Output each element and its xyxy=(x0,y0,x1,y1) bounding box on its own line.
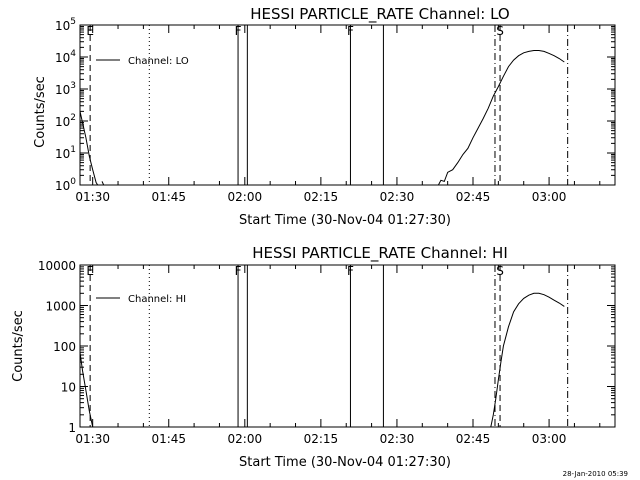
chart-hi-ytick-label: 100 xyxy=(53,340,76,354)
chart-hi-ytick-label: 10 xyxy=(61,381,76,395)
chart-hi-ylabel: Counts/sec xyxy=(11,310,26,382)
chart-lo-series-line xyxy=(101,181,105,185)
chart-lo-ylabel: Counts/sec xyxy=(33,76,48,148)
chart-lo-ytick-label: 105 xyxy=(55,17,76,33)
chart-hi-series-line xyxy=(80,352,94,427)
timestamp-footer: 28-Jan-2010 05:39 xyxy=(563,470,628,478)
chart-hi-marker-label: S xyxy=(496,264,504,278)
chart-hi-marker-label: F xyxy=(347,264,354,278)
chart-hi-xtick-label: 02:00 xyxy=(228,432,263,446)
chart-lo-legend-label: Channel: LO xyxy=(128,56,189,67)
chart-lo-xtick-label: 01:45 xyxy=(151,190,186,204)
chart-hi-series-line xyxy=(490,292,565,427)
chart-hi-legend-label: Channel: HI xyxy=(128,294,186,305)
chart-hi-ytick-label: 1 xyxy=(68,421,76,435)
chart-hi-xtick-label: 02:45 xyxy=(456,432,491,446)
chart-lo-marker-label: F xyxy=(235,24,242,38)
chart-hi-ytick-label: 1000 xyxy=(45,300,76,314)
chart-lo-title: HESSI PARTICLE_RATE Channel: LO xyxy=(250,5,509,24)
chart-lo-xtick-label: 02:30 xyxy=(380,190,415,204)
chart-lo-series-line xyxy=(80,111,99,185)
chart-hi-xtick-label: 02:15 xyxy=(304,432,339,446)
chart-lo-panel: HESSI PARTICLE_RATE Channel: LO Counts/s… xyxy=(33,5,616,228)
chart-hi-xlabel: Start Time (30-Nov-04 01:27:30) xyxy=(239,455,451,470)
chart-lo-xtick-label: 01:30 xyxy=(75,190,110,204)
chart-hi-xtick-label: 03:00 xyxy=(532,432,567,446)
chart-hi-xtick-label: 01:30 xyxy=(75,432,110,446)
chart-hi-xtick-label: 02:30 xyxy=(380,432,415,446)
chart-hi-marker-label: F xyxy=(235,264,242,278)
chart-lo-xtick-label: 02:15 xyxy=(304,190,339,204)
chart-lo-ytick-label: 100 xyxy=(55,177,76,193)
chart-lo-ytick-label: 103 xyxy=(55,81,76,97)
chart-hi-xtick-label: 01:45 xyxy=(151,432,186,446)
chart-lo-ytick-label: 101 xyxy=(55,145,76,161)
chart-lo-xtick-label: 03:00 xyxy=(532,190,567,204)
chart-lo-xlabel: Start Time (30-Nov-04 01:27:30) xyxy=(239,213,451,228)
chart-lo-series-line xyxy=(437,50,565,185)
chart-hi-panel: HESSI PARTICLE_RATE Channel: HI Counts/s… xyxy=(11,244,616,470)
chart-lo-xtick-label: 02:45 xyxy=(456,190,491,204)
chart-hi-ytick-label: 10000 xyxy=(38,259,76,273)
chart-hi-marker-label: E xyxy=(86,264,94,278)
chart-lo-ytick-label: 104 xyxy=(55,49,76,65)
chart-lo-marker-label: E xyxy=(86,24,94,38)
chart-lo-frame xyxy=(79,24,616,186)
chart-lo-marker-label: F xyxy=(347,24,354,38)
chart-lo-ytick-label: 102 xyxy=(55,113,76,129)
chart-hi-title: HESSI PARTICLE_RATE Channel: HI xyxy=(252,244,508,263)
chart-lo-marker-label: S xyxy=(496,24,504,38)
chart-lo-xtick-label: 02:00 xyxy=(228,190,263,204)
